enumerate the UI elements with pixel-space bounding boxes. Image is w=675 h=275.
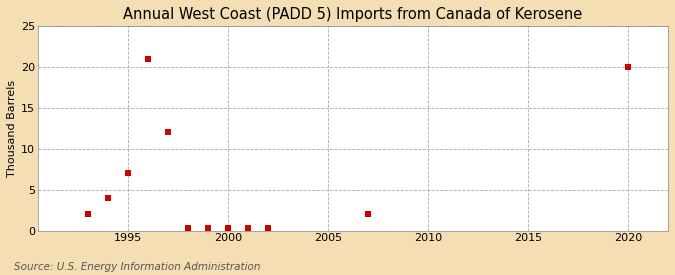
Point [183,226,194,230]
Point [123,171,134,175]
Y-axis label: Thousand Barrels: Thousand Barrels [7,80,17,177]
Point [362,212,373,216]
Point [223,226,234,230]
Point [242,226,253,230]
Point [82,212,93,216]
Title: Annual West Coast (PADD 5) Imports from Canada of Kerosene: Annual West Coast (PADD 5) Imports from … [124,7,583,22]
Point [263,226,273,230]
Text: Source: U.S. Energy Information Administration: Source: U.S. Energy Information Administ… [14,262,260,272]
Point [202,226,213,230]
Point [142,56,153,61]
Point [103,196,113,200]
Point [163,130,173,134]
Point [622,65,633,69]
